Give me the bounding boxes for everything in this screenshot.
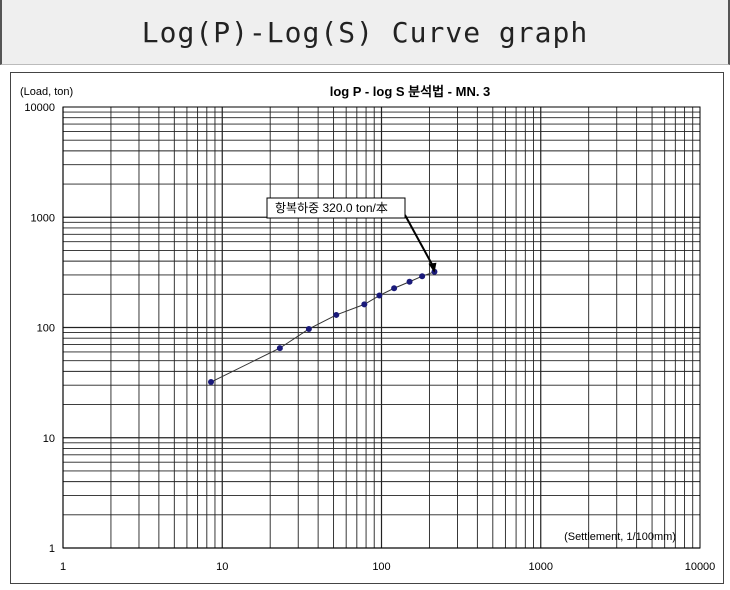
y-axis-label: (Load, ton) xyxy=(20,86,73,98)
annotation: 항복하중 320.0 ton/本 xyxy=(266,197,437,273)
annotation-arrowhead xyxy=(428,262,437,273)
y-tick-label: 1 xyxy=(49,543,55,555)
data-point xyxy=(305,325,312,332)
x-tick-label: 10 xyxy=(216,561,228,573)
x-tick-label: 1000 xyxy=(529,561,553,573)
data-point xyxy=(208,379,215,386)
x-tick-label: 1 xyxy=(60,561,66,573)
grid xyxy=(62,107,700,549)
data-point xyxy=(406,278,413,285)
page-title: Log(P)-Log(S) Curve graph xyxy=(141,15,589,49)
tick-labels: 1 10 100 1000 10000 1 10 100 1000 10000 xyxy=(24,102,715,573)
annotation-arrow xyxy=(404,214,436,270)
data-point xyxy=(376,292,383,299)
y-tick-label: 10 xyxy=(43,433,55,445)
series xyxy=(208,268,438,386)
data-point xyxy=(391,285,398,292)
annotation-text: 항복하중 320.0 ton/本 xyxy=(275,201,388,215)
data-point xyxy=(333,311,340,318)
series-line xyxy=(210,271,435,383)
data-point xyxy=(419,273,426,280)
annotation-box xyxy=(266,197,406,219)
y-tick-label: 100 xyxy=(37,323,55,335)
header-bar: Log(P)-Log(S) Curve graph xyxy=(0,0,730,65)
y-tick-label: 1000 xyxy=(31,212,55,224)
chart-title: log P - log S 분석법 - MN. 3 xyxy=(330,84,491,99)
data-point xyxy=(361,301,368,308)
plot-area xyxy=(62,106,701,549)
data-point xyxy=(276,345,283,352)
x-axis-label: (Settlement, 1/100mm) xyxy=(564,531,676,543)
x-tick-label: 10000 xyxy=(685,561,716,573)
y-tick-label: 10000 xyxy=(24,102,55,114)
x-tick-label: 100 xyxy=(372,561,390,573)
